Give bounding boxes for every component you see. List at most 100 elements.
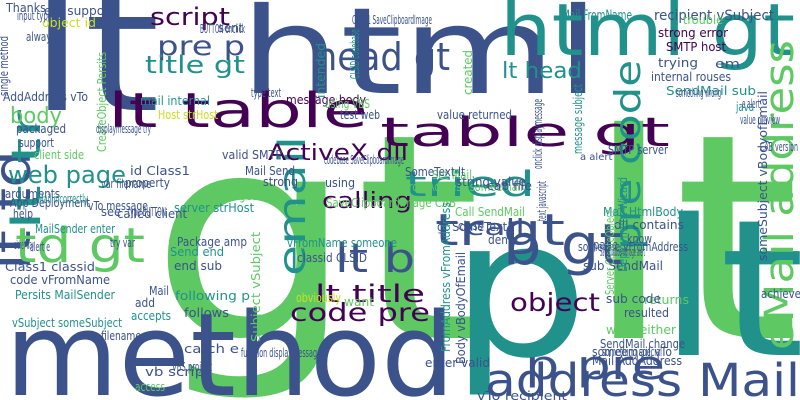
word-pre-code: pre code (608, 60, 649, 250)
word-smtp-host: SMTP host (666, 40, 726, 54)
word-em-support: em support (44, 4, 114, 18)
word-sendmail-change: SendMail change (600, 337, 685, 351)
word-gt-sometext: gt SomeText (437, 220, 507, 234)
word-lt: lt (30, 0, 160, 151)
word-email-address: eMail address (757, 40, 800, 350)
word-class1-classid: Class1 classid (5, 260, 95, 274)
word-know: know (627, 232, 652, 246)
word-p-lt: p lt (450, 179, 800, 400)
word-activex: ActiveX (705, 186, 719, 231)
word-lt-td: lt td (0, 150, 43, 270)
word-strong-error: strong error (658, 26, 728, 40)
word-script: script (150, 3, 230, 31)
word-property: property (125, 176, 170, 190)
word-client-side: client side (34, 148, 84, 162)
word-call-sendmail: Call SendMail (455, 205, 525, 219)
word-vb-script: vb script (145, 365, 210, 379)
word-html: html (240, 0, 600, 122)
word-help: help (13, 207, 33, 221)
word-either-way: either way (14, 238, 34, 252)
word-address-mail: address Mail (485, 354, 800, 400)
word-following-p: following p (175, 289, 250, 303)
word-gt-lt: gt lt (150, 74, 800, 400)
word-vbs-project: VBS project (172, 360, 212, 374)
word-pre-p: pre p (157, 31, 245, 62)
word-page: page (593, 238, 618, 252)
word-mail-addaddress: Mail AddAddress (592, 354, 682, 368)
word-gets: gets (239, 189, 261, 203)
word-tr-gt: tr gt (435, 205, 565, 256)
word-always: always (26, 30, 56, 44)
word-sendmail-sub: SendMail sub (666, 84, 756, 98)
word-calling: calling (322, 189, 412, 214)
word-type-button: type BUTTON (128, 205, 166, 219)
word-recipient-vsubject: recipient vSubject (654, 8, 774, 24)
word-persits-mailsender: Persits MailSender (15, 288, 115, 302)
word-demo: demo (488, 233, 518, 247)
word-body-vbodyofemail: Body vBodyOfEmail (454, 252, 468, 364)
word-try-var: try var (110, 236, 135, 250)
word-text-javascript: text javascript (535, 181, 549, 221)
word-web-page: web page (8, 161, 126, 189)
word-table-gt: table gt (380, 110, 670, 156)
word-accepts: accepts (131, 309, 171, 323)
word-createobject-persits: CreateObject Persits (95, 52, 109, 152)
word-want: want (344, 295, 374, 309)
word-work-either: work either (606, 323, 676, 337)
word-alert-e: alert e (30, 240, 50, 254)
word-using: using (325, 176, 355, 190)
word-mailsender-enter: MailSender enter (35, 222, 115, 236)
word-trying: trying (658, 56, 698, 70)
word-internal-rouses: internal rouses (651, 70, 731, 84)
word-message-subject: message subject (571, 84, 585, 154)
word-input-type: input type (17, 9, 52, 23)
word-created: created (461, 50, 475, 95)
word-vfromaddress-someemail: vFromAddress someemail (398, 180, 523, 194)
word-resulted: resulted (624, 306, 669, 320)
word-package-amp: Package amp (177, 235, 247, 249)
word-dll-contains: dll contains (614, 218, 684, 232)
word-e-alert: e alert (742, 97, 760, 111)
word-somesubject-vbodyofemail: someSubject vBodyofEmail (756, 91, 770, 261)
word-lt-title: lt title (315, 280, 425, 308)
word-em: em (715, 57, 740, 71)
word-access: access (135, 380, 165, 394)
word-saveclipboardimage-alert: SaveClipboardImage alert (600, 245, 645, 259)
word-test-web: test web (340, 108, 380, 122)
word-method: method (5, 289, 455, 400)
word-arguments: arguments (5, 187, 60, 201)
word-activex-dll: ActiveX dll (268, 141, 408, 166)
word-cab-file: cab file (487, 179, 532, 193)
word-something-wrong: something wrong (676, 86, 721, 100)
word-email: email (271, 136, 314, 276)
word-vfromname-someone: vFromName someone (287, 236, 397, 250)
word-value-returned: value returned (437, 108, 512, 122)
word-lt-table: lt table (108, 83, 368, 139)
word-someemail-vto: someemail vTo (592, 345, 672, 359)
word-support: support (19, 136, 54, 150)
word-catch-e: catch e (184, 342, 239, 356)
word-mail: Mail (149, 284, 169, 298)
word-displaymessage-try: displaymessage try (96, 122, 151, 136)
word-mail-fromname: Mail FromName (562, 8, 632, 24)
word-var-filename: var filename (101, 177, 151, 191)
word-using-vbs: using VBS (325, 97, 370, 111)
word-mail-send: Mail Send (245, 164, 295, 178)
word-java: java (735, 100, 754, 114)
word-filename: filename (101, 329, 141, 343)
word-end-sub: end sub (174, 259, 222, 273)
word-type-text: type text (251, 86, 281, 100)
word-object-id: object id (42, 16, 96, 30)
word-add: add (135, 296, 155, 310)
word-lt-head: lt head (502, 59, 582, 84)
word-code-vfromname: code vFromName (10, 273, 110, 287)
word-cab-version: CAB version (760, 140, 798, 154)
word-follows: follows (184, 306, 229, 320)
word-html-gt: html gt (500, 0, 795, 72)
word-string-value: string value (456, 175, 526, 189)
word-class1-saveclipboardimage: Class1 SaveClipboardImage (352, 13, 432, 27)
word-set-mail: Set Mail (432, 168, 472, 182)
word-class: class (458, 219, 483, 233)
word-host-strhost: Host strHost (158, 108, 218, 122)
word-something-special: something special (602, 345, 662, 359)
